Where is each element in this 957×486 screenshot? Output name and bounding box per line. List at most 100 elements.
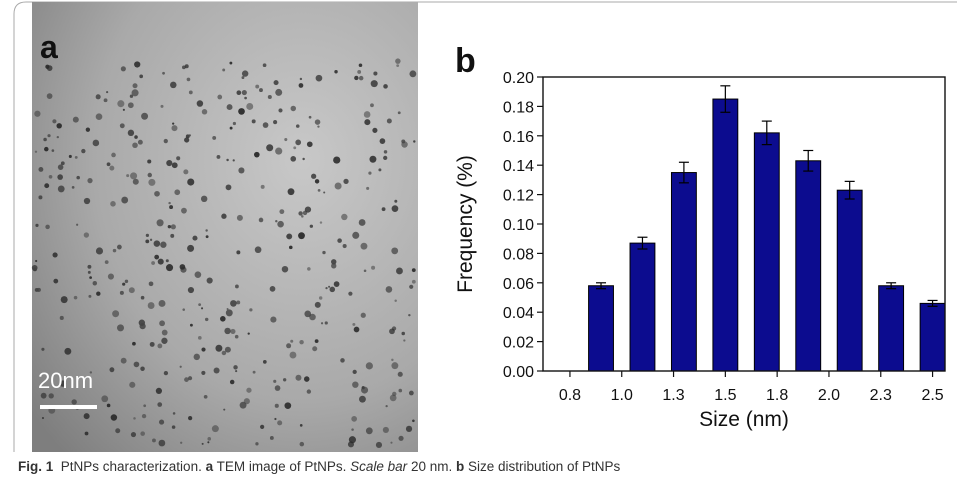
- particle: [366, 186, 370, 190]
- particle: [207, 441, 210, 444]
- particle: [156, 219, 164, 227]
- particle: [76, 175, 80, 180]
- particle: [151, 261, 156, 265]
- particle: [304, 206, 312, 213]
- particle: [168, 201, 171, 205]
- particle: [120, 357, 127, 364]
- particle: [354, 75, 359, 81]
- particle: [385, 286, 393, 293]
- particle: [201, 370, 206, 375]
- particle: [161, 329, 168, 336]
- particle: [45, 224, 50, 230]
- particle: [180, 441, 183, 444]
- particle: [334, 70, 338, 74]
- particle: [254, 151, 260, 158]
- x-tick-label: 2.3: [870, 387, 892, 404]
- particle: [51, 149, 55, 152]
- particle: [198, 303, 202, 307]
- particle: [205, 235, 209, 239]
- particle: [278, 108, 283, 113]
- particle: [182, 308, 185, 311]
- particle: [311, 173, 317, 179]
- particle: [189, 323, 193, 327]
- particle: [230, 300, 237, 307]
- particle: [302, 210, 308, 216]
- x-tick-label: 2.5: [921, 387, 943, 404]
- particle: [120, 66, 126, 72]
- particle: [201, 307, 204, 310]
- particle: [115, 428, 121, 434]
- particle: [281, 265, 289, 273]
- particle: [290, 105, 297, 112]
- particle: [351, 428, 354, 431]
- particle: [288, 245, 293, 250]
- particle: [110, 414, 118, 421]
- particle: [298, 232, 305, 240]
- particle: [383, 155, 388, 160]
- particle: [95, 247, 104, 255]
- particle: [284, 137, 288, 142]
- particle: [369, 155, 377, 163]
- particle: [395, 58, 401, 64]
- particle: [41, 416, 45, 420]
- particle: [31, 264, 38, 271]
- particle: [383, 150, 388, 154]
- particle: [187, 244, 195, 252]
- particle: [116, 324, 125, 332]
- particle: [238, 167, 245, 174]
- particle: [413, 140, 416, 143]
- particle: [187, 286, 195, 294]
- particle: [163, 138, 168, 144]
- particle: [165, 259, 169, 263]
- particle: [247, 332, 250, 335]
- particle: [269, 285, 276, 292]
- error-bar: [886, 282, 897, 290]
- error-bar: [596, 282, 607, 290]
- particle: [188, 376, 193, 381]
- particle: [171, 162, 178, 169]
- y-tick-label: 0.10: [503, 217, 534, 234]
- particle: [222, 68, 226, 72]
- particle: [129, 381, 136, 388]
- particle: [401, 141, 408, 148]
- particle: [318, 296, 323, 300]
- particle: [226, 158, 229, 162]
- particle: [303, 376, 310, 382]
- particle: [169, 205, 174, 210]
- error-bar: [844, 180, 855, 200]
- particle: [140, 366, 145, 371]
- particle: [322, 250, 326, 255]
- particle: [88, 294, 92, 298]
- particle: [398, 388, 403, 393]
- particle: [371, 265, 376, 270]
- particle: [145, 239, 150, 244]
- particle: [328, 285, 331, 288]
- particle: [391, 205, 399, 212]
- particle: [133, 361, 140, 368]
- particle: [167, 224, 172, 229]
- particle: [225, 309, 233, 317]
- particle: [46, 65, 53, 71]
- y-tick-label: 0.12: [503, 188, 534, 205]
- bar: [753, 132, 780, 372]
- particle: [341, 213, 348, 221]
- particle: [262, 63, 267, 68]
- particle: [274, 385, 281, 391]
- particle: [158, 300, 166, 307]
- particle: [89, 276, 92, 279]
- particle: [411, 279, 416, 284]
- particle: [140, 295, 145, 300]
- particle: [277, 420, 283, 426]
- particle: [154, 254, 160, 260]
- particle: [324, 321, 328, 325]
- particle: [181, 207, 187, 214]
- particle: [315, 74, 323, 82]
- particle: [35, 223, 39, 227]
- particle: [174, 189, 181, 196]
- particle: [375, 441, 383, 449]
- particle: [171, 425, 176, 429]
- particle: [359, 395, 366, 403]
- particle: [56, 123, 62, 129]
- bar: [795, 160, 822, 372]
